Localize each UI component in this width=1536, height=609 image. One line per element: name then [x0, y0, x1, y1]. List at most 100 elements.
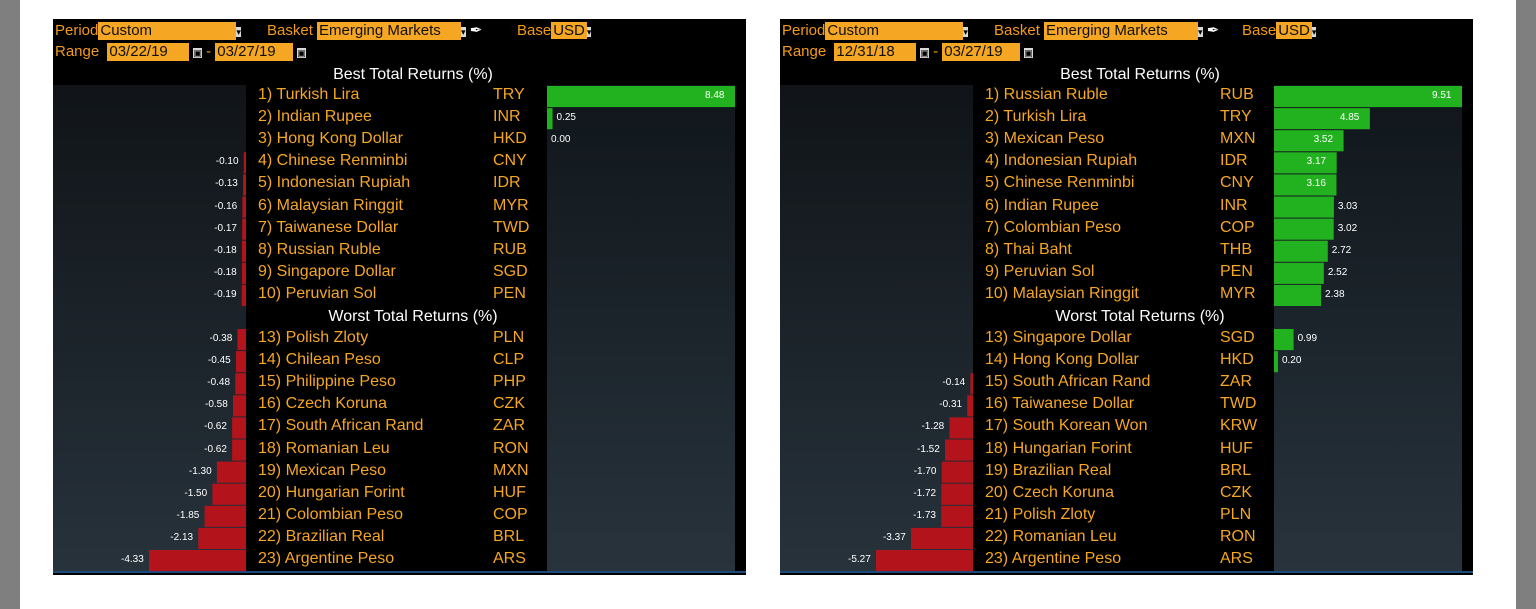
- pencil-icon[interactable]: ✒: [1206, 22, 1220, 39]
- currency-name[interactable]: 13) Polish Zloty: [258, 329, 369, 346]
- currency-name[interactable]: 20) Czech Koruna: [985, 483, 1114, 501]
- bar-value-label: -0.18: [213, 244, 237, 256]
- currency-code: INR: [493, 108, 521, 126]
- currency-code: CZK: [1220, 483, 1252, 501]
- negative-bar: [241, 240, 246, 262]
- basket-dropdown-icon[interactable]: ▾: [1198, 27, 1203, 37]
- calendar-icon[interactable]: ▣: [297, 48, 306, 58]
- basket-label: Basket: [267, 22, 313, 39]
- range-start-field[interactable]: 12/31/18: [834, 43, 917, 61]
- currency-name[interactable]: 17) South African Rand: [258, 417, 424, 435]
- bottom-rule: [53, 571, 746, 573]
- pencil-icon[interactable]: ✒: [469, 22, 483, 39]
- bar-value-label: -0.62: [204, 443, 227, 455]
- currency-code: COP: [493, 505, 528, 523]
- bar-value-label: 2.72: [1331, 244, 1352, 256]
- currency-name[interactable]: 9) Peruvian Sol: [985, 262, 1095, 280]
- currency-name[interactable]: 18) Hungarian Forint: [985, 439, 1132, 457]
- currency-name[interactable]: 14) Chilean Peso: [258, 351, 381, 369]
- currency-name[interactable]: 19) Mexican Peso: [258, 461, 387, 479]
- currency-name[interactable]: 10) Malaysian Ringgit: [985, 284, 1139, 302]
- negative-bar: [242, 218, 246, 240]
- currency-name[interactable]: 15) Philippine Peso: [258, 373, 396, 391]
- bar-value-label: -0.31: [939, 399, 963, 411]
- period-dropdown-icon[interactable]: ▾: [963, 27, 968, 37]
- currency-name[interactable]: 3) Mexican Peso: [985, 130, 1105, 148]
- period-field[interactable]: Custom: [98, 22, 237, 40]
- returns-chart-left: [53, 85, 746, 573]
- currency-name[interactable]: 10) Peruvian Sol: [258, 284, 377, 302]
- bar-value-label: -0.58: [205, 399, 228, 411]
- currency-name[interactable]: 23) Argentine Peso: [258, 550, 395, 567]
- range-end-field[interactable]: 03/27/19: [215, 43, 294, 61]
- currency-name[interactable]: 2) Turkish Lira: [985, 108, 1087, 126]
- currency-code: BRL: [1220, 461, 1252, 479]
- currency-name[interactable]: 18) Romanian Leu: [258, 439, 390, 457]
- base-field[interactable]: USD: [551, 22, 587, 39]
- base-field[interactable]: USD: [1276, 22, 1312, 39]
- currency-name[interactable]: 1) Russian Ruble: [985, 86, 1108, 103]
- currency-name[interactable]: 16) Taiwanese Dollar: [985, 395, 1135, 413]
- calendar-icon[interactable]: ▣: [920, 48, 929, 58]
- currency-name[interactable]: 1) Turkish Lira: [258, 86, 360, 103]
- best-returns-title: Best Total Returns (%): [1060, 66, 1220, 83]
- base-dropdown-icon[interactable]: ▾: [586, 27, 592, 37]
- currency-name[interactable]: 6) Malaysian Ringgit: [258, 196, 403, 214]
- negative-bar: [941, 483, 973, 505]
- currency-code: THB: [1220, 240, 1252, 258]
- currency-name[interactable]: 20) Hungarian Forint: [258, 483, 405, 501]
- currency-name[interactable]: 3) Hong Kong Dollar: [258, 130, 403, 148]
- currency-code: HUF: [1220, 439, 1253, 457]
- currency-name[interactable]: 2) Indian Rupee: [258, 108, 372, 126]
- basket-field[interactable]: Emerging Markets: [317, 22, 462, 40]
- basket-dropdown-icon[interactable]: ▾: [461, 27, 466, 37]
- currency-name[interactable]: 16) Czech Koruna: [258, 395, 387, 413]
- currency-name[interactable]: 23) Argentine Peso: [985, 550, 1122, 567]
- range-end-field[interactable]: 03/27/19: [942, 43, 1021, 61]
- calendar-icon[interactable]: ▣: [193, 48, 202, 58]
- negative-bar: [241, 284, 246, 306]
- currency-name[interactable]: 5) Chinese Renminbi: [985, 174, 1135, 192]
- bar-value-label: -0.48: [207, 377, 231, 389]
- currency-name[interactable]: 21) Polish Zloty: [985, 505, 1096, 523]
- currency-name[interactable]: 19) Brazilian Real: [985, 461, 1112, 479]
- currency-code: PLN: [493, 329, 525, 346]
- currency-name[interactable]: 5) Indonesian Rupiah: [258, 174, 411, 192]
- currency-name[interactable]: 21) Colombian Peso: [258, 505, 403, 523]
- currency-name[interactable]: 8) Thai Baht: [985, 240, 1072, 258]
- currency-code: CZK: [493, 395, 525, 413]
- period-dropdown-icon[interactable]: ▾: [236, 27, 241, 37]
- currency-code: PHP: [493, 373, 526, 391]
- currency-name[interactable]: 4) Chinese Renminbi: [258, 152, 408, 170]
- currency-name[interactable]: 15) South African Rand: [985, 373, 1151, 391]
- bar-value-label: -1.72: [913, 487, 937, 499]
- bar-value-label: -0.45: [207, 355, 231, 367]
- negative-bar: [242, 196, 246, 218]
- base-dropdown-icon[interactable]: ▾: [1311, 27, 1317, 37]
- currency-name[interactable]: 17) South Korean Won: [985, 417, 1148, 435]
- positive-bar: [1274, 262, 1324, 284]
- currency-code: INR: [1220, 196, 1248, 214]
- currency-code: SGD: [1220, 329, 1255, 346]
- currency-name[interactable]: 8) Russian Ruble: [258, 240, 381, 258]
- bar-value-label: -4.33: [121, 554, 144, 565]
- currency-name[interactable]: 6) Indian Rupee: [985, 196, 1099, 214]
- bar-value-label: 0.99: [1297, 333, 1318, 344]
- worst-returns-title: Worst Total Returns (%): [328, 308, 498, 325]
- currency-name[interactable]: 22) Brazilian Real: [258, 527, 385, 545]
- currency-name[interactable]: 13) Singapore Dollar: [985, 329, 1132, 346]
- currency-code: CNY: [1220, 174, 1254, 192]
- bar-value-label: -1.30: [188, 465, 212, 477]
- period-field[interactable]: Custom: [825, 22, 964, 40]
- calendar-icon[interactable]: ▣: [1024, 48, 1033, 58]
- currency-name[interactable]: 22) Romanian Leu: [985, 527, 1117, 545]
- currency-name[interactable]: 4) Indonesian Rupiah: [985, 152, 1138, 170]
- currency-name[interactable]: 14) Hong Kong Dollar: [985, 351, 1139, 369]
- currency-name[interactable]: 9) Singapore Dollar: [258, 262, 396, 280]
- currency-name[interactable]: 7) Taiwanese Dollar: [258, 218, 399, 236]
- currency-name[interactable]: 7) Colombian Peso: [985, 218, 1122, 236]
- basket-field[interactable]: Emerging Markets: [1044, 22, 1199, 40]
- negative-bar: [232, 439, 246, 461]
- range-start-field[interactable]: 03/22/19: [107, 43, 190, 61]
- bar-value-label: 3.03: [1337, 200, 1358, 212]
